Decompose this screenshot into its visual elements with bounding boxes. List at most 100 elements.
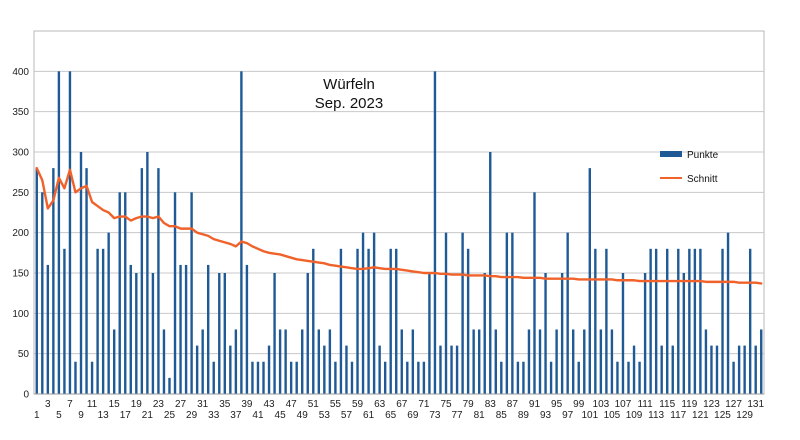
bar [46,264,50,394]
x-tick-label: 105 [604,410,621,421]
x-tick-label: 1 [34,410,40,421]
bar [527,329,531,394]
x-tick-label: 23 [153,399,165,410]
bar [444,232,448,394]
x-tick-label: 85 [496,410,508,421]
bar [472,329,475,394]
bar [605,248,608,394]
x-tick-label: 5 [56,410,62,421]
bar [400,329,403,394]
bar [560,273,564,394]
x-tick-label: 81 [474,410,486,421]
x-tick-label: 39 [241,399,253,410]
bar [372,232,376,394]
x-tick-label: 49 [297,410,309,421]
bar [223,273,226,394]
x-tick-label: 113 [648,410,664,421]
bar [267,345,271,394]
bar [284,329,287,394]
bar [90,361,94,394]
bar [428,273,431,394]
x-tick-label: 11 [87,399,98,410]
bar [240,71,243,394]
bar [356,248,359,394]
average-line [35,166,763,285]
grid-layer [34,70,764,355]
x-tick-label: 97 [562,410,574,421]
x-tick-label: 65 [385,410,397,421]
y-tick-label: 250 [12,188,29,199]
bar [748,248,752,394]
bar [621,273,625,394]
bar [555,329,558,394]
x-tick-label: 55 [330,399,342,410]
x-tick-label: 27 [175,399,187,410]
bar [262,361,265,394]
x-tick-label: 117 [670,410,686,421]
bar [599,329,603,394]
bar [505,232,509,394]
bar [477,329,481,394]
bar [422,361,426,394]
x-tick-label: 121 [692,410,709,421]
x-tick-label: 95 [551,399,563,410]
bar [682,273,686,394]
bar [151,273,155,394]
bar [118,192,121,394]
x-tick-label: 131 [747,399,764,410]
bar [345,345,348,394]
bar [289,361,293,394]
bar [306,273,309,394]
bar [461,232,464,394]
x-tick-label: 125 [714,410,731,421]
bar [489,152,492,394]
bar [35,168,38,394]
bar [229,345,232,394]
x-tick-label: 71 [418,399,430,410]
bar [688,248,691,394]
y-tick-label: 300 [12,148,29,159]
bar [649,248,652,394]
bar [516,361,520,394]
bar [737,345,741,394]
bar [533,192,536,394]
bar [693,248,697,394]
x-tick-label: 107 [615,399,632,410]
bar [660,345,663,394]
bar [63,248,66,394]
bar [433,71,437,394]
bar [101,248,105,394]
x-tick-label: 93 [540,410,552,421]
bar [278,329,282,394]
bar [295,361,298,394]
bar [572,329,575,394]
bar [760,329,763,394]
bar [395,248,398,394]
x-tick-label: 87 [507,399,519,410]
x-tick-label: 53 [319,410,331,421]
bar [251,361,254,394]
chart-subtitle: Sep. 2023 [315,95,383,112]
x-tick-label: 63 [374,399,386,410]
x-tick-label: 3 [45,399,51,410]
x-tick-label: 29 [186,410,198,421]
bar [301,329,304,394]
bar [450,345,453,394]
x-tick-label: 111 [637,399,653,410]
bar [383,361,387,394]
bar [743,345,746,394]
bar [41,192,44,394]
x-tick-label: 7 [67,399,73,410]
x-tick-label: 115 [659,399,675,410]
bar [494,329,497,394]
bar [112,329,116,394]
axis-layer: 0501001502002503003504001357911131517192… [12,67,764,421]
bar [146,152,149,394]
bar [124,192,127,394]
x-tick-label: 21 [142,410,154,421]
x-tick-label: 83 [485,399,497,410]
x-tick-label: 25 [164,410,176,421]
bar [195,345,199,394]
bar [666,248,669,394]
